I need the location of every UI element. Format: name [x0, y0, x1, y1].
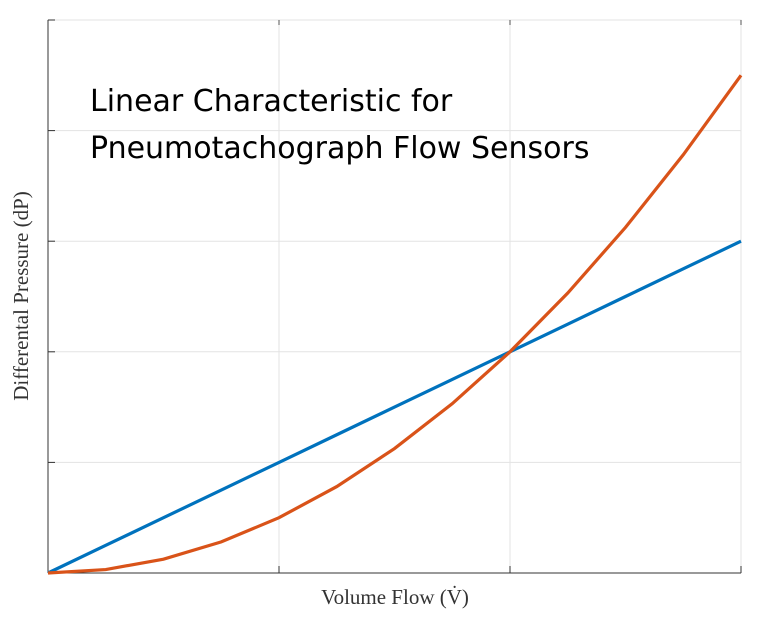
data-line [47, 74, 743, 575]
data-line [47, 239, 742, 575]
annotation: Linear Characteristic for [90, 84, 453, 119]
y-axis-label: Differental Pressure (dP) [9, 191, 33, 401]
x-axis-label: Volume Flow (V̇) [321, 585, 469, 609]
annotation: Pneumotachograph Flow Sensors [90, 131, 589, 166]
